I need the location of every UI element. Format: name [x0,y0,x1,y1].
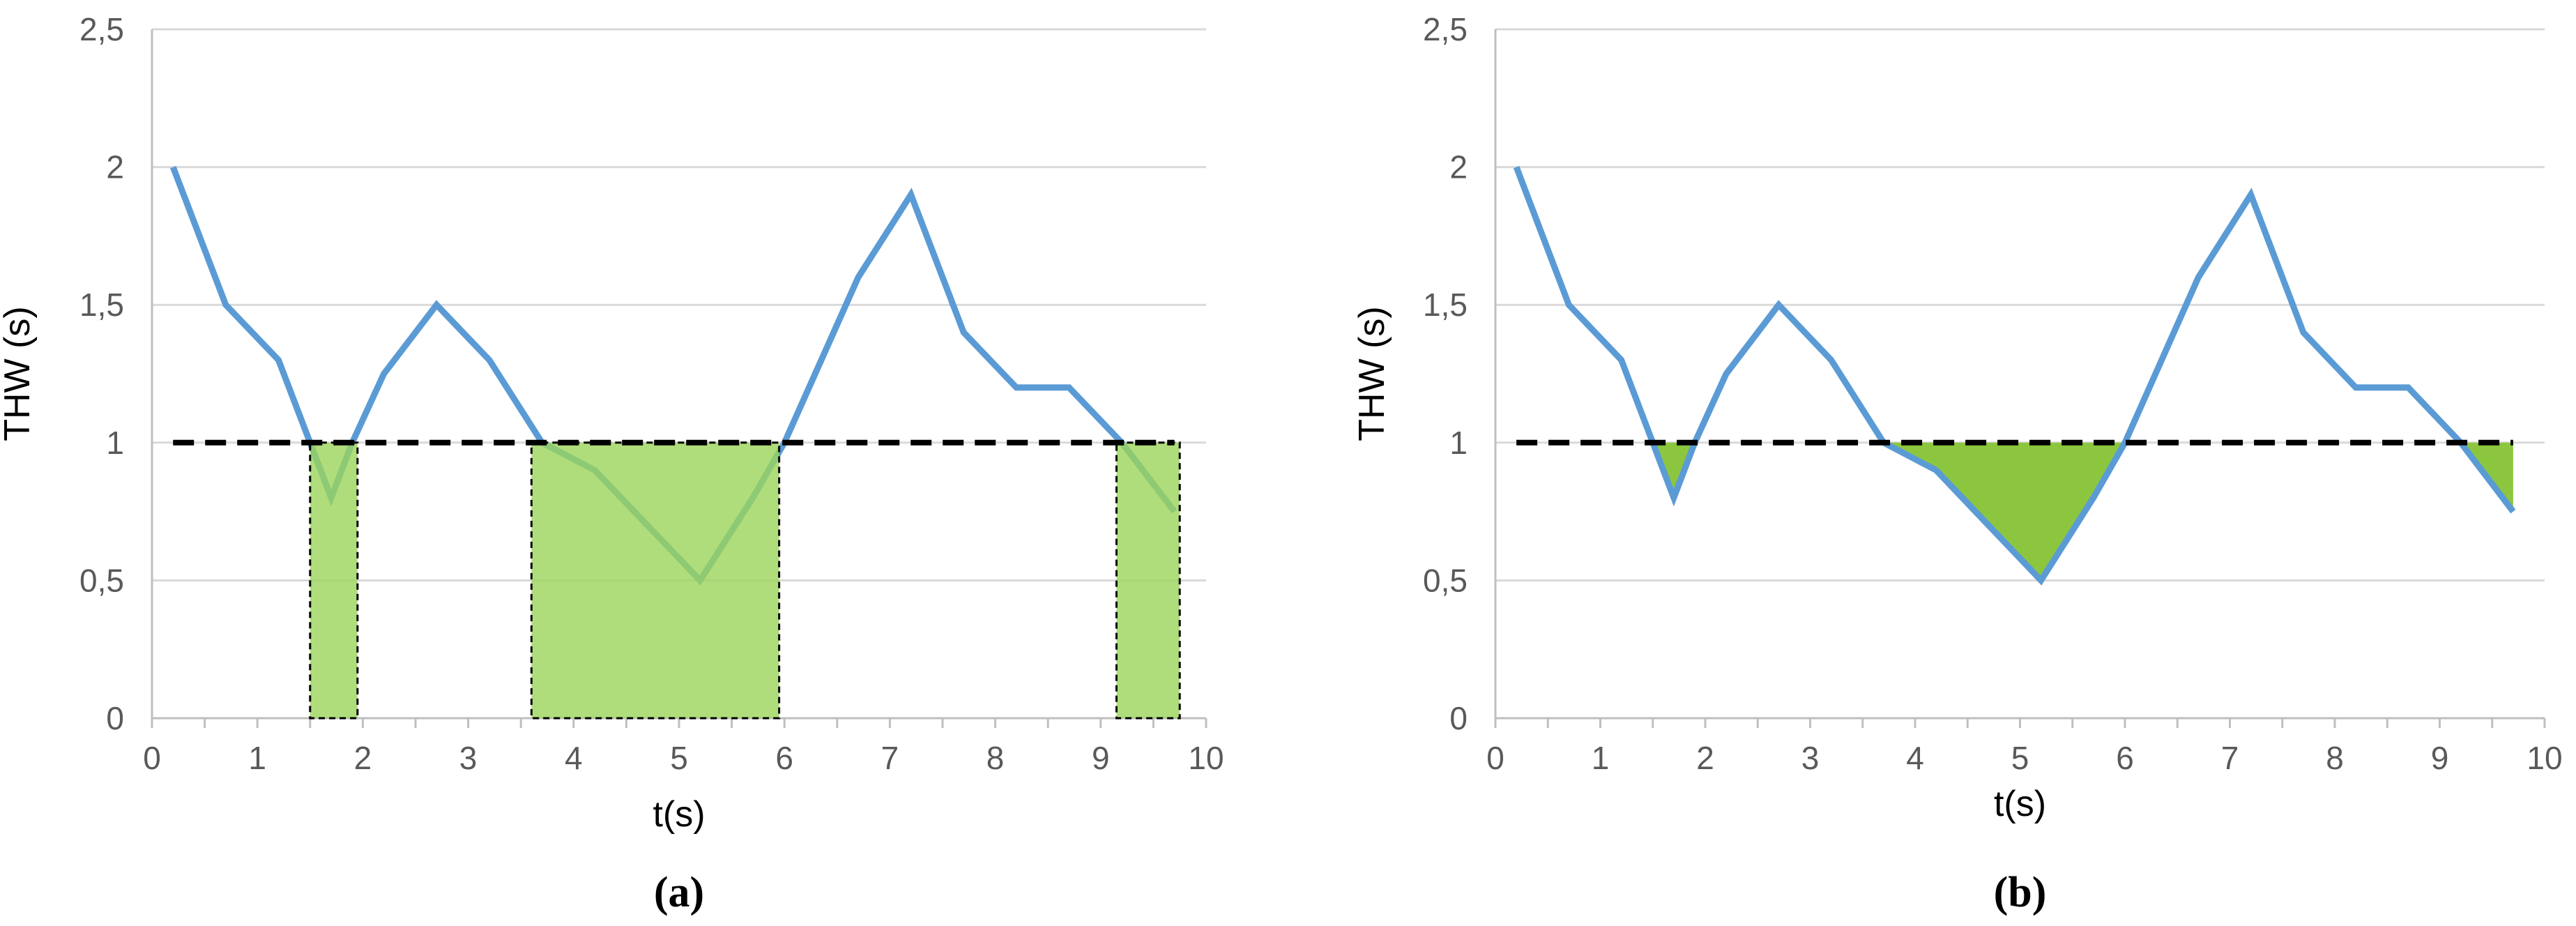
highlight-rect [530,441,781,720]
x-tick-label: 8 [2326,740,2344,776]
panel-label: (a) [654,869,704,916]
chart-panel-b: 0 0,5 1 1,5 2 2,5 0 1 2 3 4 5 6 7 8 9 10 t(s) THW (s) (b) [1352,11,2563,916]
x-tick-label: 2 [354,740,372,776]
x-tick-label: 9 [2431,740,2449,776]
chart-panel-a: 0 0,5 1 1,5 2 2,5 0 1 2 3 4 5 6 7 8 9 10 t(s) THW (s) (a) [0,11,1224,916]
panel-label: (b) [1994,869,2047,916]
y-tick-label: 0,5 [79,562,124,598]
y-tick-label: 2,5 [79,11,124,47]
x-tick-label: 0 [1486,740,1504,776]
x-tick-label: 8 [986,740,1005,776]
x-tick-label: 6 [2116,740,2134,776]
x-tick-label: 3 [459,740,478,776]
x-tick-label: 10 [1188,740,1224,776]
x-axis-title: t(s) [653,794,705,835]
x-tick-label: 5 [2011,740,2029,776]
y-tick-label: 1,5 [79,287,124,323]
y-tick-label: 0 [1449,700,1468,736]
x-tick-label: 1 [248,740,266,776]
y-tick-label: 2,5 [1423,11,1468,47]
highlight-rect [309,441,359,720]
x-axis-title: t(s) [1994,784,2046,824]
y-tick-label: 2 [106,149,124,185]
area-below-threshold [1652,442,1695,498]
y-axis-title: THW (s) [0,306,38,441]
y-tick-label: 1 [106,425,124,461]
x-tick-label: 5 [670,740,688,776]
highlight-rect [1115,441,1181,720]
x-tick-label: 0 [143,740,161,776]
x-tick-label: 6 [775,740,793,776]
y-tick-label: 2 [1449,149,1468,185]
x-tick-label: 7 [881,740,899,776]
x-tick-label: 1 [1592,740,1610,776]
x-tick-label: 10 [2527,740,2562,776]
series-line-thw [1513,165,2516,586]
x-tick-label: 7 [2221,740,2239,776]
x-tick-label: 9 [1092,740,1110,776]
x-tick-label: 3 [1801,740,1820,776]
y-tick-label: 0,5 [1423,562,1468,598]
y-axis-title: THW (s) [1352,306,1392,441]
x-tick-label: 4 [565,740,583,776]
y-tick-label: 0 [106,700,124,736]
y-tick-label: 1 [1449,425,1468,461]
x-tick-label: 2 [1696,740,1714,776]
y-tick-label: 1,5 [1423,287,1468,323]
x-tick-label: 4 [1906,740,1924,776]
